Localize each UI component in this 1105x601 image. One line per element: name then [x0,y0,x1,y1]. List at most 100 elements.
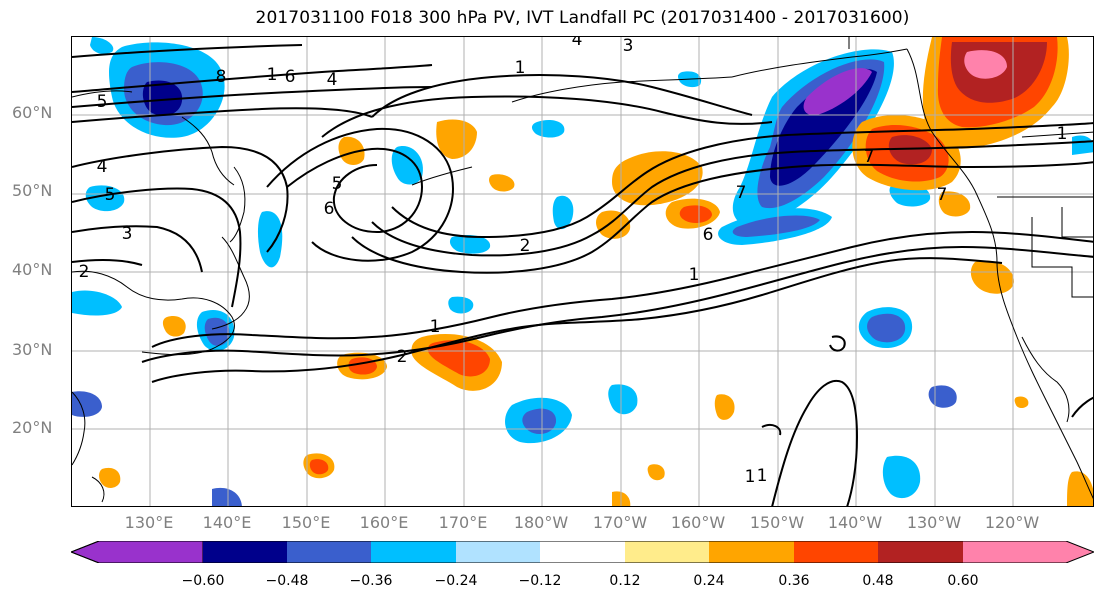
contour-label: 5 [105,185,116,205]
colorbar-tick: −0.24 [434,573,478,589]
contour-label: 5 [332,174,343,194]
negative-anomaly-region [1072,135,1093,155]
colorbar-segment [709,541,794,563]
lon-label-150w: 150°W [749,513,805,532]
contour-label: 1 [515,58,526,78]
lon-label-160e: 160°E [359,513,409,532]
colorbar-segment [878,541,963,563]
contour-label: 7 [937,185,948,205]
contour-label: 6 [703,225,714,245]
colorbar-segment [287,541,371,563]
contour-label: 4 [572,37,583,50]
map-canvas: 4 3 1 4 6 1 8 5 4 5 3 2 5 6 2 6 1 7 7 7 … [72,37,1093,506]
positive-anomaly-region [964,50,1007,79]
colorbar-tick: 0.36 [778,573,810,589]
contour-label: 1 [689,265,700,285]
lon-label-150e: 150°E [281,513,331,532]
contour-label: 3 [623,37,634,56]
positive-anomaly-region [596,210,631,239]
contour-label: 5 [97,92,108,112]
colorbar-tick: 0.12 [609,573,641,589]
contour-label: 1 [745,467,756,487]
contour-label: 7 [736,183,747,203]
negative-anomaly-region [257,211,283,268]
lon-label-130w: 130°W [906,513,962,532]
contour-label: 8 [216,67,227,87]
colorbar-tick: 0.60 [947,573,979,589]
positive-anomaly-region [679,205,712,223]
colorbar-segment [794,541,878,563]
map-title: 2017031100 F018 300 hPa PV, IVT Landfall… [255,8,910,28]
positive-anomaly-region [647,464,665,481]
negative-anomaly-region [85,185,125,212]
contour-label: 4 [327,70,338,90]
contour-label: 1 [430,317,441,337]
lon-label-170e: 170°E [438,513,488,532]
colorbar-segment [456,541,540,563]
lat-label-30n: 30°N [12,340,53,359]
positive-anomaly-region [99,467,121,488]
lon-label-140e: 140°E [202,513,252,532]
negative-anomaly-region [608,384,638,415]
positive-anomaly-region [309,459,329,475]
contour-label: 7 [864,147,875,167]
lon-label-120w: 120°W [984,513,1040,532]
negative-anomaly-region [552,195,574,230]
contour-label: 3 [122,224,133,244]
negative-anomaly-region [770,68,877,186]
negative-anomaly-region [72,290,122,316]
contour-label: 1 [1057,124,1068,144]
contour-label: 6 [324,199,335,219]
contour-label: 2 [520,236,531,256]
negative-anomaly-region [448,296,474,314]
positive-anomaly-region [714,394,735,420]
colorbar-segment [625,541,709,563]
lat-label-60n: 60°N [12,103,53,122]
lat-label-40n: 40°N [12,260,53,279]
colorbar-segment [371,541,456,563]
positive-anomaly-region [1014,396,1029,408]
colorbar-segment [203,541,287,563]
negative-anomaly-region [204,317,230,346]
positive-anomaly-region [427,340,490,377]
colorbar-segment [963,541,1094,563]
contour-label: 2 [79,262,90,282]
positive-anomaly-region [338,136,365,165]
positive-anomaly-region [162,316,186,337]
negative-anomaly-region [928,385,957,408]
negative-anomaly-region [803,68,872,116]
contour-labels: 4 3 1 4 6 1 8 5 4 5 3 2 5 6 2 6 1 7 7 7 … [79,37,1068,487]
contour-label: 1 [757,466,768,486]
lon-label-140w: 140°W [827,513,883,532]
negative-anomaly-region [72,391,102,417]
negative-anomaly-region [867,313,906,343]
gridlines [72,37,1093,506]
negative-anomaly-region [90,37,114,55]
map-panel: 4 3 1 4 6 1 8 5 4 5 3 2 5 6 2 6 1 7 7 7 … [71,36,1094,507]
positive-anomaly-region [970,260,1014,294]
colorbar-tick: −0.12 [518,573,562,589]
lon-label-160w: 160°W [670,513,726,532]
positive-anomaly-region [888,135,932,165]
contour-label: 1 [267,65,278,85]
negative-anomaly-region [522,408,557,434]
pv-shading [72,37,1093,506]
contour-label: 2 [397,347,408,367]
colorbar [69,540,1096,564]
negative-anomaly-region [531,120,565,138]
colorbar-tick: −0.36 [349,573,393,589]
contour-label: 4 [97,157,108,177]
positive-anomaly-region [1067,471,1093,506]
lon-label-170w: 170°W [592,513,648,532]
negative-anomaly-region [391,146,423,185]
lat-label-20n: 20°N [12,418,53,437]
positive-anomaly-region [489,174,515,192]
colorbar-svg [69,540,1096,564]
negative-anomaly-region [449,235,491,254]
negative-anomaly-region [212,488,242,506]
positive-anomaly-region [436,119,477,159]
contours [72,44,1093,506]
lat-label-50n: 50°N [12,181,53,200]
lon-label-180w: 180°W [513,513,569,532]
contour-label: 6 [285,67,296,87]
